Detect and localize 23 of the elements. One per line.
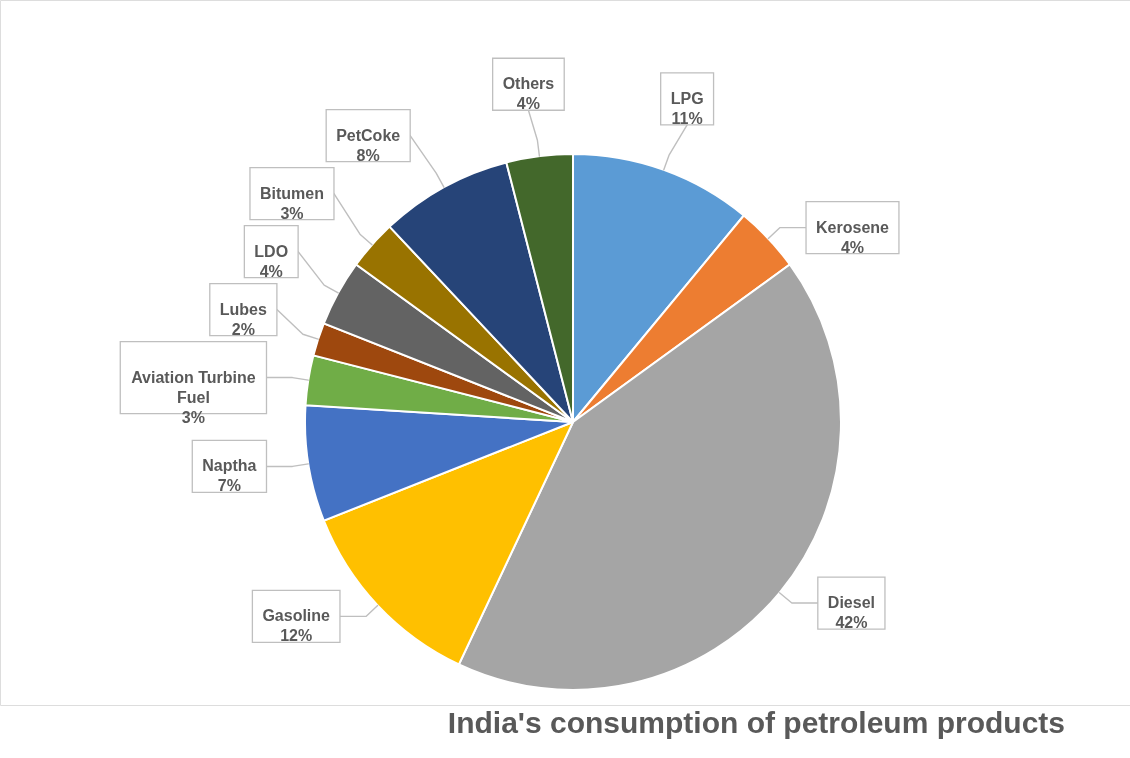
- slice-label: LPG: [670, 89, 704, 107]
- data-label: 4%: [259, 262, 283, 280]
- data-label: 7%: [217, 477, 241, 495]
- slice-label: Others: [502, 75, 555, 93]
- data-label: 42%: [835, 614, 868, 632]
- data-label: 8%: [356, 146, 380, 164]
- data-label: 2%: [231, 320, 255, 338]
- text: India's consumption of petroleum products: [447, 706, 1065, 739]
- slice-label: Gasoline: [262, 607, 331, 625]
- slice-label: Kerosene: [816, 218, 890, 236]
- slice-label: Lubes: [219, 300, 267, 318]
- slice-label: Diesel: [827, 594, 875, 612]
- slice-label: Bitumen: [259, 184, 324, 202]
- data-label: 3%: [181, 408, 205, 426]
- data-label: 3%: [280, 204, 304, 222]
- data-label: 12%: [280, 627, 313, 645]
- data-label: 4%: [516, 95, 540, 113]
- slice-label: PetCoke: [336, 126, 401, 144]
- slice-label: Aviation Turbine Fuel: [131, 368, 256, 406]
- slice-label: LDO: [254, 242, 289, 260]
- data-label: 4%: [840, 238, 865, 256]
- data-label: 11%: [671, 109, 703, 127]
- slice-label: Naptha: [202, 457, 257, 475]
